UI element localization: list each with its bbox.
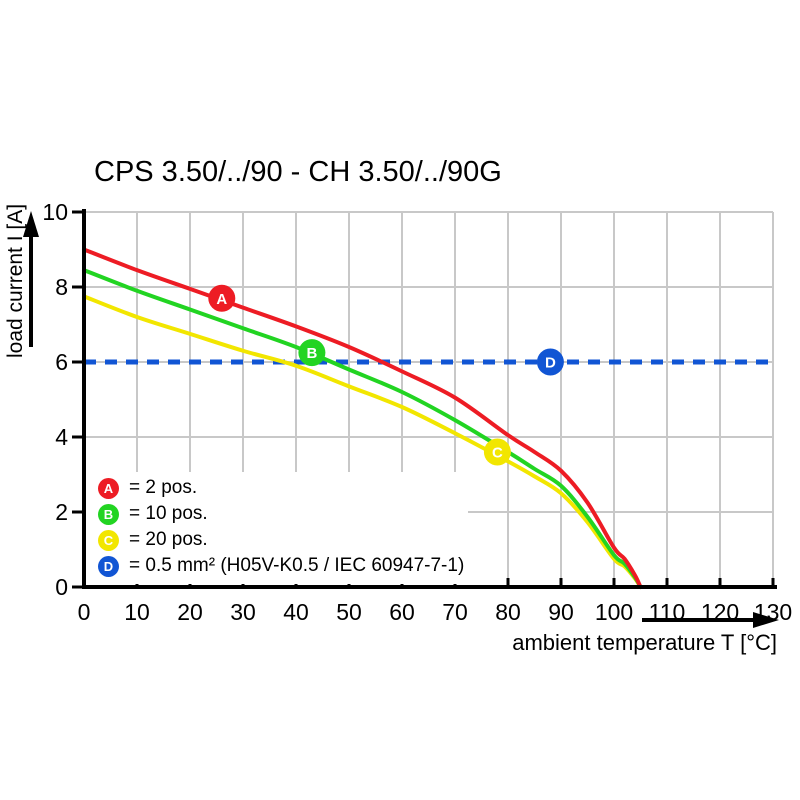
y-tick-label: 2 xyxy=(55,499,68,525)
x-tick-label: 10 xyxy=(124,599,150,625)
x-tick-label: 30 xyxy=(230,599,256,625)
x-tick-label: 20 xyxy=(177,599,203,625)
x-tick-label: 50 xyxy=(336,599,362,625)
curve-B xyxy=(82,268,643,589)
x-axis-label: ambient temperature T [°C] xyxy=(512,630,777,655)
y-axis-arrowhead-icon xyxy=(23,211,39,237)
x-tick-label: 60 xyxy=(389,599,415,625)
x-tick-label: 80 xyxy=(495,599,521,625)
legend-label: = 10 pos. xyxy=(129,503,208,524)
x-tick-label: 40 xyxy=(283,599,309,625)
marker-A-label: A xyxy=(216,291,227,308)
x-tick-label: 70 xyxy=(442,599,468,625)
marker-C xyxy=(483,438,511,466)
legend-marker-d-icon: D xyxy=(98,555,119,577)
marker-C-label: C xyxy=(492,445,503,462)
y-tick-label: 6 xyxy=(55,349,68,375)
y-tick-label: 0 xyxy=(55,574,68,600)
x-tick-label: 100 xyxy=(595,599,633,625)
y-tick-label: 8 xyxy=(55,274,68,300)
x-tick-label: 90 xyxy=(548,599,574,625)
chart-title: CPS 3.50/../90 - CH 3.50/../90G xyxy=(94,156,502,188)
legend-item: C = 20 pos. xyxy=(98,527,468,553)
x-tick-label: 0 xyxy=(78,599,91,625)
y-tick-label: 10 xyxy=(42,199,68,225)
legend-item: B = 10 pos. xyxy=(98,501,468,527)
y-tick-label: 4 xyxy=(55,424,68,450)
marker-B xyxy=(298,339,326,367)
legend-item: D = 0.5 mm² (H05V-K0.5 / IEC 60947-7-1) xyxy=(98,553,468,579)
legend-marker-b-icon: B xyxy=(98,503,119,525)
x-axis-arrowhead-icon xyxy=(753,612,779,628)
legend-label: = 20 pos. xyxy=(129,529,208,550)
marker-D-label: D xyxy=(545,355,556,372)
y-axis-label: load current I [A] xyxy=(4,203,27,359)
marker-D xyxy=(536,348,564,376)
legend-label: = 0.5 mm² (H05V-K0.5 / IEC 60947-7-1) xyxy=(129,555,465,576)
marker-A xyxy=(208,284,236,312)
legend-label: = 2 pos. xyxy=(129,477,198,498)
legend-marker-c-icon: C xyxy=(98,529,119,551)
curve-C xyxy=(82,294,643,589)
legend: A = 2 pos. B = 10 pos. C = 20 pos. D = 0… xyxy=(86,472,468,584)
marker-B-label: B xyxy=(306,345,317,362)
legend-marker-a-icon: A xyxy=(98,477,119,499)
legend-item: A = 2 pos. xyxy=(98,475,468,501)
